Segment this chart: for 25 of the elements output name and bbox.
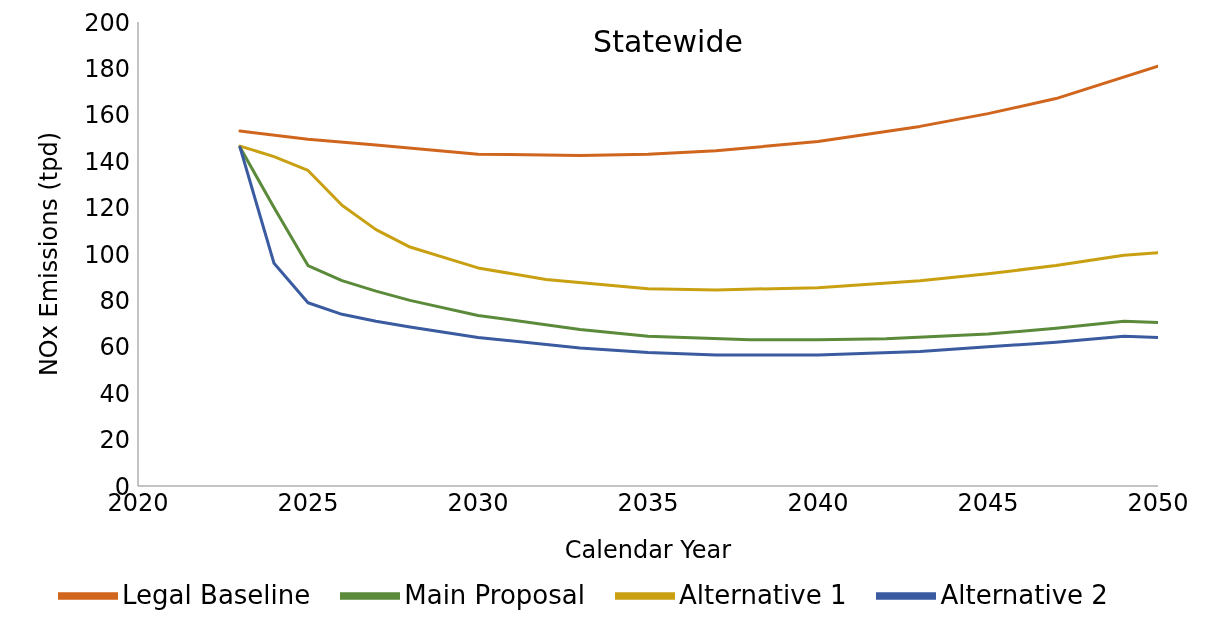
- y-tick-label: 180: [84, 54, 130, 83]
- y-tick-label: 40: [99, 379, 130, 408]
- x-axis-title: Calendar Year: [564, 536, 732, 564]
- y-axis-title: NOx Emissions (tpd): [34, 131, 63, 377]
- x-tick-label: 2045: [957, 489, 1019, 518]
- legend-label: Main Proposal: [404, 579, 585, 610]
- x-tick-label: 2035: [617, 489, 679, 518]
- legend-label: Alternative 2: [940, 579, 1108, 610]
- line-series: [238, 144, 1158, 292]
- y-tick-label: 20: [99, 426, 130, 455]
- y-tick-label: 100: [84, 240, 130, 269]
- legend-label: Legal Baseline: [122, 579, 311, 610]
- chart-title: Statewide: [593, 24, 743, 59]
- x-tick-label: 2050: [1127, 489, 1189, 518]
- y-tick-label: 120: [84, 194, 130, 223]
- y-tick-label: 200: [84, 8, 130, 37]
- y-tick-label: 160: [84, 101, 130, 130]
- y-tick-label: 140: [84, 147, 130, 176]
- x-tick-label: 2025: [277, 489, 339, 518]
- y-tick-label: 60: [99, 333, 130, 362]
- legend-label: Alternative 1: [678, 579, 847, 610]
- y-tick-label: 80: [99, 286, 130, 315]
- line-series: [238, 64, 1158, 157]
- x-tick-label: 2030: [447, 489, 509, 518]
- x-tick-label: 2040: [787, 489, 849, 518]
